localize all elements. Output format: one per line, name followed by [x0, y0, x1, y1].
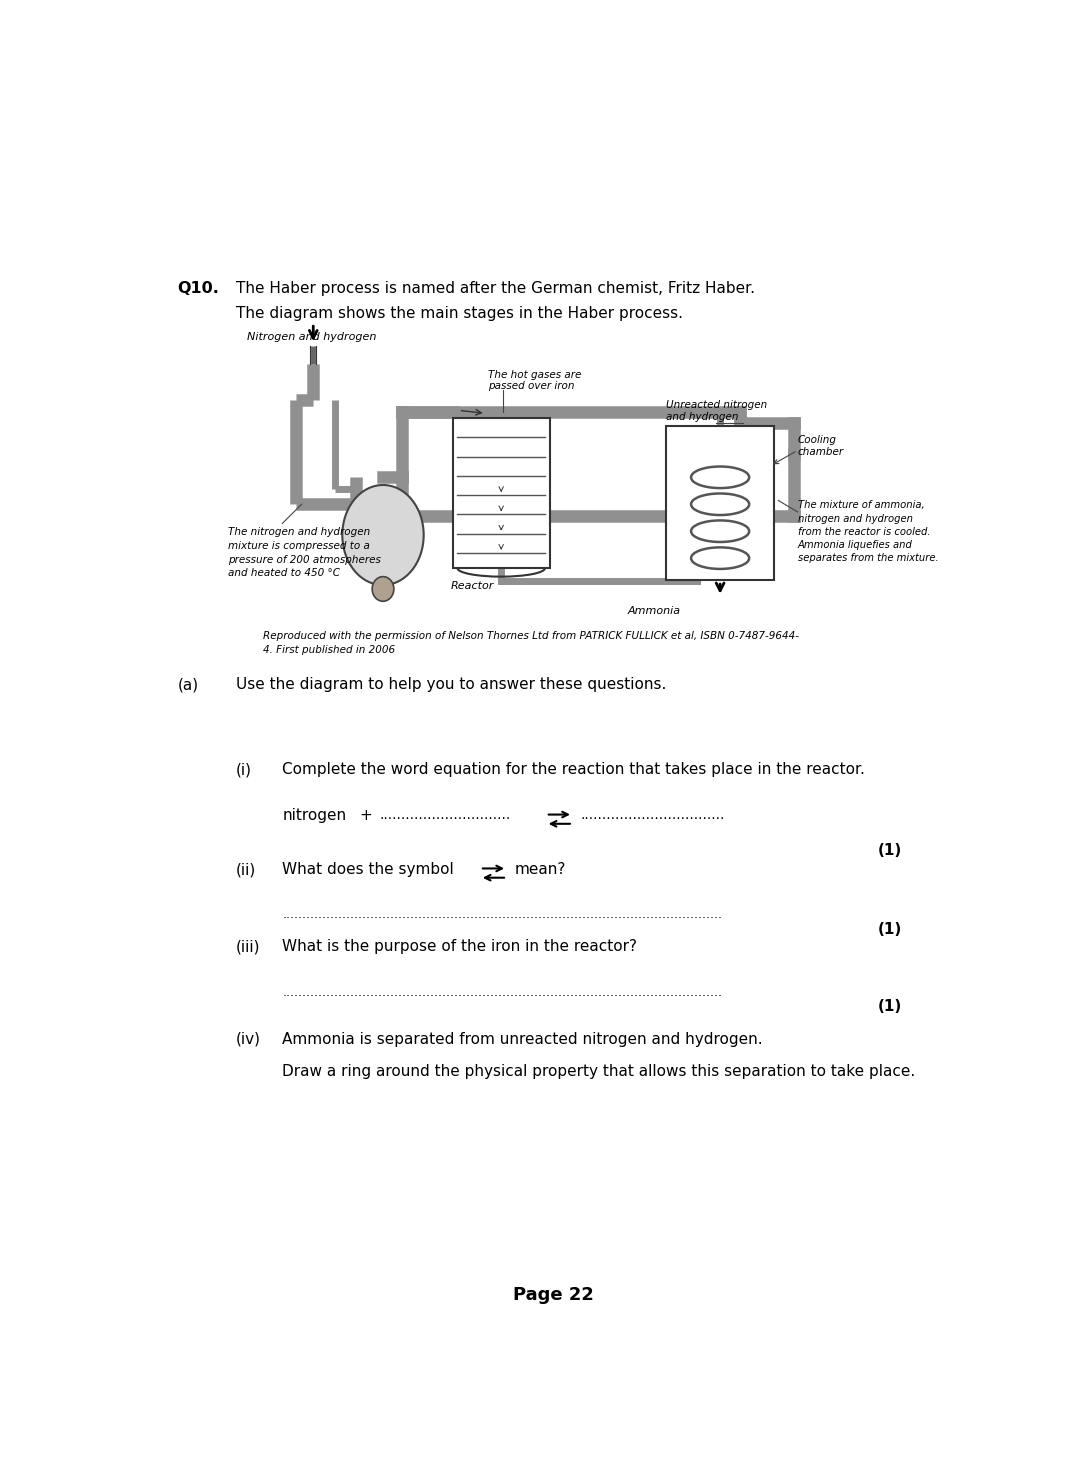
Text: Complete the word equation for the reaction that takes place in the reactor.: Complete the word equation for the react… — [282, 763, 865, 777]
Text: What does the symbol: What does the symbol — [282, 863, 454, 878]
Ellipse shape — [342, 485, 423, 586]
Text: (i): (i) — [235, 763, 252, 777]
Text: ..............................: .............................. — [379, 808, 511, 823]
Text: +: + — [360, 808, 373, 823]
Text: (1): (1) — [878, 922, 902, 937]
Text: Nitrogen and hydrogen: Nitrogen and hydrogen — [247, 332, 377, 342]
Text: The mixture of ammonia,
nitrogen and hydrogen
from the reactor is cooled.
Ammoni: The mixture of ammonia, nitrogen and hyd… — [798, 500, 939, 563]
Text: (1): (1) — [878, 844, 902, 858]
Text: (ii): (ii) — [235, 863, 256, 878]
Text: (iii): (iii) — [235, 940, 260, 954]
Text: Reactor: Reactor — [451, 581, 495, 591]
Text: Unreacted nitrogen
and hydrogen: Unreacted nitrogen and hydrogen — [666, 400, 767, 422]
Text: .................................: ................................. — [581, 808, 725, 823]
Ellipse shape — [373, 577, 394, 602]
Bar — [666, 426, 774, 580]
Text: What is the purpose of the iron in the reactor?: What is the purpose of the iron in the r… — [282, 940, 637, 954]
Text: The nitrogen and hydrogen
mixture is compressed to a
pressure of 200 atmospheres: The nitrogen and hydrogen mixture is com… — [228, 528, 381, 578]
Text: Ammonia is separated from unreacted nitrogen and hydrogen.: Ammonia is separated from unreacted nitr… — [282, 1031, 762, 1047]
Text: ................................................................................: ........................................… — [282, 909, 723, 922]
Text: mean?: mean? — [515, 863, 566, 878]
Text: Ammonia: Ammonia — [627, 606, 680, 617]
Text: Cooling
chamber: Cooling chamber — [798, 435, 843, 457]
Text: (iv): (iv) — [235, 1031, 260, 1047]
Bar — [453, 417, 550, 568]
Text: (1): (1) — [878, 1000, 902, 1015]
Text: The hot gases are
passed over iron: The hot gases are passed over iron — [488, 370, 581, 391]
Text: The diagram shows the main stages in the Haber process.: The diagram shows the main stages in the… — [235, 305, 683, 320]
Text: (a): (a) — [177, 677, 199, 692]
Text: Q10.: Q10. — [177, 280, 219, 296]
Text: ................................................................................: ........................................… — [282, 985, 723, 999]
Text: Use the diagram to help you to answer these questions.: Use the diagram to help you to answer th… — [235, 677, 666, 692]
Text: Draw a ring around the physical property that allows this separation to take pla: Draw a ring around the physical property… — [282, 1063, 916, 1080]
Text: Page 22: Page 22 — [513, 1286, 594, 1304]
Text: nitrogen: nitrogen — [282, 808, 347, 823]
Text: Reproduced with the permission of Nelson Thornes Ltd from PATRICK FULLICK et al,: Reproduced with the permission of Nelson… — [262, 631, 799, 655]
Text: The Haber process is named after the German chemist, Fritz Haber.: The Haber process is named after the Ger… — [235, 280, 755, 296]
